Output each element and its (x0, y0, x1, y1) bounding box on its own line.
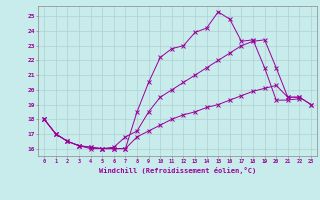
X-axis label: Windchill (Refroidissement éolien,°C): Windchill (Refroidissement éolien,°C) (99, 167, 256, 174)
